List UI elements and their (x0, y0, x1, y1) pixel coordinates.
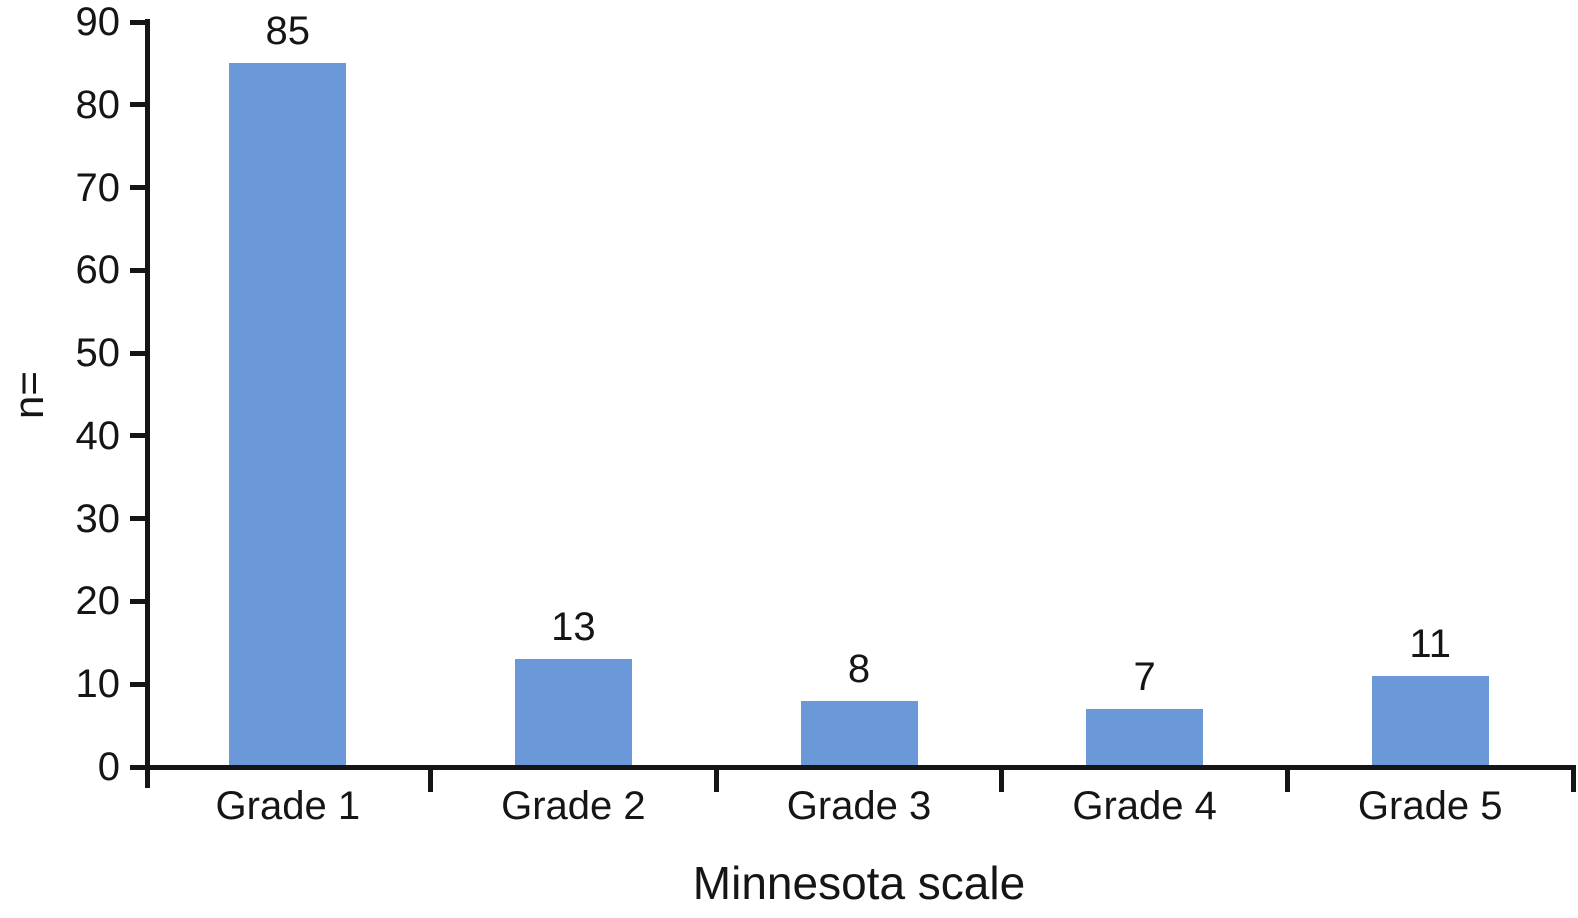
y-axis-tick-60 (130, 267, 146, 273)
x-tick-label-grade-2: Grade 2 (501, 784, 646, 828)
y-axis-tick-0 (130, 764, 146, 770)
y-tick-label-10: 10 (75, 662, 121, 707)
y-tick-label-70: 70 (75, 165, 121, 210)
y-axis-tick-20 (130, 598, 146, 604)
y-axis-tick-80 (130, 102, 146, 108)
x-axis-tick-2 (713, 765, 719, 792)
x-tick-label-grade-4: Grade 4 (1072, 784, 1217, 828)
x-axis-line (145, 765, 1573, 770)
bar-value-label-grade-4: 7 (1133, 655, 1156, 700)
y-axis-tick-30 (130, 516, 146, 522)
x-axis-tick-1 (428, 765, 434, 792)
x-tick-label-grade-1: Grade 1 (215, 784, 361, 828)
x-axis-tick-4 (1284, 765, 1290, 792)
y-axis-tick-10 (130, 681, 146, 687)
y-axis-line (145, 19, 150, 788)
x-tick-label-grade-3: Grade 3 (786, 784, 932, 828)
y-tick-label-90: 90 (75, 0, 121, 44)
x-axis-title: Minnesota scale (692, 857, 1026, 909)
x-axis-tick-5 (1570, 765, 1576, 792)
bar-value-label-grade-2: 13 (551, 605, 596, 650)
y-tick-label-20: 20 (75, 579, 121, 624)
bar-value-label-grade-3: 8 (847, 646, 871, 691)
y-axis-tick-70 (130, 185, 146, 191)
bar-value-label-grade-1: 85 (265, 9, 311, 54)
y-axis-tick-40 (130, 433, 146, 439)
x-axis-tick-3 (999, 765, 1005, 792)
y-tick-label-80: 80 (75, 82, 121, 127)
bar-value-label-grade-5: 11 (1409, 621, 1451, 666)
x-tick-label-grade-5: Grade 5 (1357, 784, 1503, 828)
y-tick-label-60: 60 (75, 248, 121, 293)
y-axis-tick-50 (130, 350, 146, 356)
y-tick-label-30: 30 (75, 496, 121, 541)
y-tick-label-50: 50 (75, 331, 121, 376)
bar-grade-2 (514, 659, 632, 767)
bar-grade-1 (229, 63, 347, 767)
y-tick-label-40: 40 (75, 413, 121, 458)
y-tick-label-0: 0 (97, 745, 120, 789)
bar-grade-3 (800, 700, 918, 767)
y-axis-tick-90 (130, 19, 146, 25)
bar-grade-5 (1371, 675, 1489, 767)
bar-grade-4 (1086, 709, 1204, 767)
